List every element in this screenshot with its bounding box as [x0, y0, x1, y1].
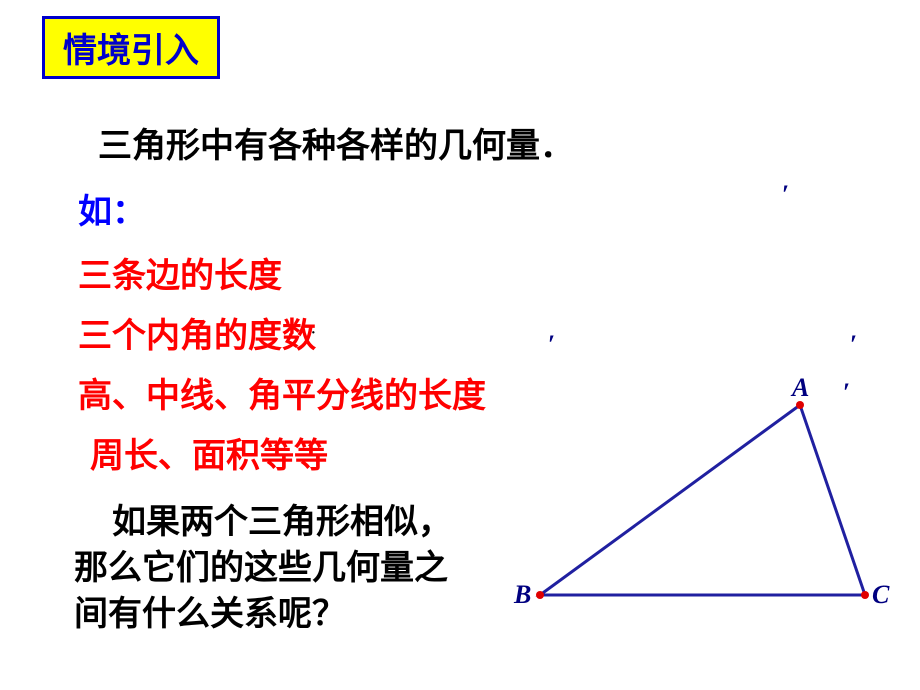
question-line-2: 那么它们的这些几何量之 [74, 540, 448, 589]
sides-line: 三条边的长度 [78, 248, 282, 297]
prime-mark-3: ′ [850, 330, 857, 360]
vertex-label-b: B [514, 580, 531, 610]
dot-mark: · [310, 322, 317, 345]
question-line-1: 如果两个三角形相似， [112, 494, 452, 543]
vertex-label-a: A [792, 373, 809, 403]
angles-line: 三个内角的度数 [78, 308, 316, 357]
intro-line: 三角形中有各种各样的几何量． [98, 118, 574, 167]
question-line-3: 间有什么关系呢？ [74, 586, 346, 635]
triangle-diagram: A B C [500, 385, 900, 615]
area-line: 周长、面积等等 [90, 428, 328, 477]
medians-line: 高、中线、角平分线的长度 [78, 368, 486, 417]
vertex-label-c: C [872, 580, 889, 610]
triangle-svg [500, 385, 900, 615]
section-title-box: 情境引入 [42, 16, 220, 79]
prime-mark-2: ′ [548, 330, 555, 360]
prime-mark-1: ′ [782, 180, 789, 210]
ru-line: 如： [78, 184, 146, 233]
